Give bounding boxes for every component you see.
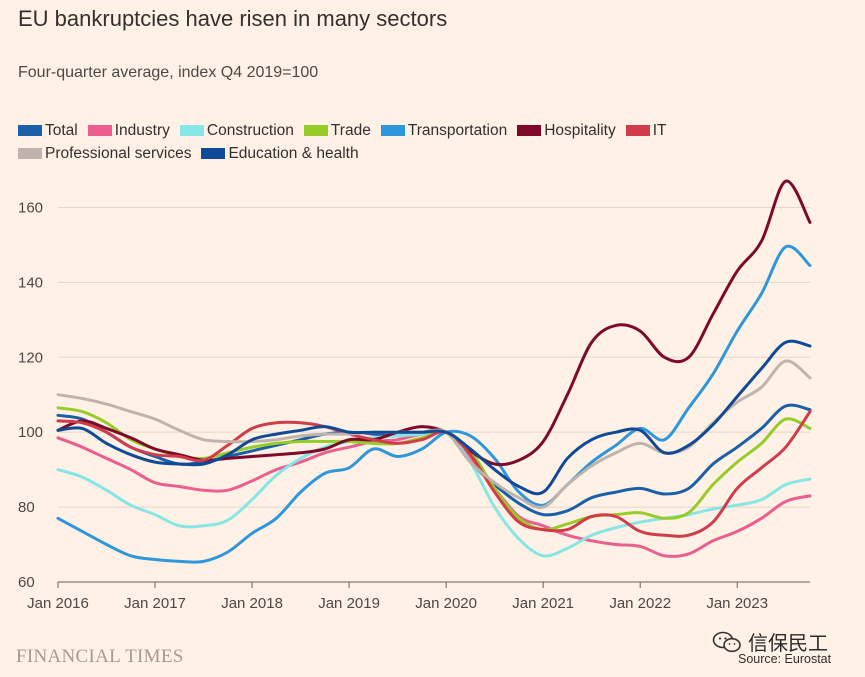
source-note: Source: Eurostat [738,652,832,666]
legend-item-trade: Trade [303,121,371,140]
series-line-industry [56,429,812,558]
legend-swatch [18,148,42,159]
legend-swatch [87,125,112,136]
legend-item-it: IT [625,121,667,140]
legend-swatch [517,125,542,136]
chart-title: EU bankruptcies have risen in many secto… [18,6,448,31]
legend-item-construction: Construction [179,121,294,140]
x-tick-label: Jan 2017 [124,595,186,612]
wechat-icon [712,631,742,653]
legend-label: Transportation [407,121,508,139]
legend-label: Professional services [45,144,192,162]
x-tick-label: Jan 2023 [706,595,768,612]
legend-item-hospitality: Hospitality [517,121,616,140]
ft-logo: FINANCIAL TIMES [16,646,184,667]
legend-swatch [303,125,328,136]
series-line-hospitality [56,179,812,467]
series-line-education-health [56,339,812,496]
legend-label: IT [652,121,667,139]
legend-item-transportation: Transportation [380,121,508,140]
x-tick-label: Jan 2019 [318,595,380,612]
legend-swatch [201,148,226,159]
legend-label: Education & health [228,144,359,162]
chart-subtitle: Four-quarter average, index Q4 2019=100 [18,64,319,81]
legend-swatch [625,125,650,136]
legend-swatch [18,125,42,136]
legend-item-professional-services: Professional services [18,144,191,163]
legend-label: Trade [330,121,371,139]
legend-label: Total [45,121,78,139]
chart-legend: Total Industry Construction Trade Transporta… [18,121,778,163]
legend-label: Construction [206,121,294,139]
series-line-construction [56,428,812,558]
legend-swatch [380,125,405,136]
legend-item-total: Total [18,121,78,140]
series-line-transportation [56,244,812,564]
series-line-total [56,403,812,517]
series-line-it [56,410,812,538]
legend-label: Industry [114,121,170,139]
x-tick-label: Jan 2020 [415,595,477,612]
y-tick-label: 100 [18,424,43,441]
y-tick-label: 140 [18,274,43,291]
legend-item-education-health: Education & health [201,144,359,163]
watermark: 信保民工 [712,627,828,656]
y-tick-label: 120 [18,349,43,366]
legend-item-industry: Industry [87,121,170,140]
x-tick-label: Jan 2022 [609,595,671,612]
x-tick-label: Jan 2016 [27,595,89,612]
legend-label: Hospitality [544,121,616,139]
y-tick-label: 80 [18,499,35,516]
y-tick-label: 160 [18,199,43,216]
x-tick-label: Jan 2021 [512,595,574,612]
x-tick-label: Jan 2018 [221,595,283,612]
y-tick-label: 60 [18,574,35,591]
watermark-text: 信保民工 [748,633,828,655]
legend-swatch [179,125,204,136]
